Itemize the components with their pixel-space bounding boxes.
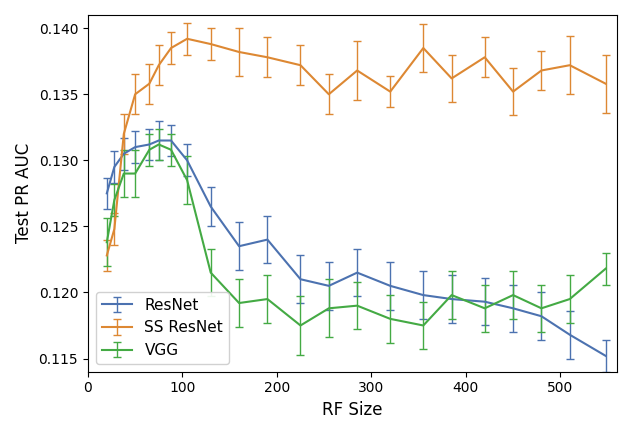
Y-axis label: Test PR AUC: Test PR AUC bbox=[15, 143, 33, 243]
X-axis label: RF Size: RF Size bbox=[322, 401, 383, 419]
Legend: ResNet, SS ResNet, VGG: ResNet, SS ResNet, VGG bbox=[95, 292, 229, 364]
